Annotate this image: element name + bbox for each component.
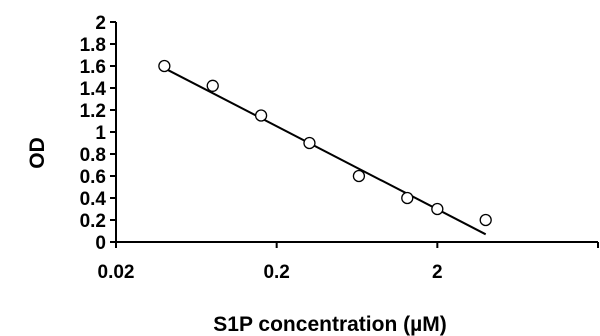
y-tick-label: 0.6 (80, 167, 106, 188)
y-tick-label: 1.6 (80, 57, 106, 78)
y-tick-label: 1 (95, 123, 106, 144)
data-point (206, 79, 219, 92)
y-tick-label: 0.8 (80, 145, 106, 166)
y-tick-label: 2 (95, 13, 106, 34)
y-tick-label: 0.4 (80, 189, 107, 210)
x-tick-label: 0.02 (98, 262, 135, 283)
x-tick-label: 2 (432, 262, 443, 283)
y-tick-label: 0 (95, 233, 106, 254)
data-point (431, 202, 444, 216)
data-point (401, 191, 414, 205)
y-axis-title: OD (26, 137, 49, 169)
data-point (254, 109, 268, 122)
y-tick-label: 1.8 (80, 35, 106, 56)
data-points (158, 59, 492, 227)
axes (115, 22, 598, 243)
y-tick-label: 0.2 (80, 211, 106, 232)
data-point (158, 59, 171, 73)
data-point (479, 213, 492, 227)
data-point (352, 169, 366, 183)
y-tick-label: 1.2 (80, 101, 106, 122)
data-point (303, 136, 316, 150)
x-tick-label: 0.2 (263, 262, 289, 283)
y-tick-label: 1.4 (80, 79, 107, 100)
x-axis-title: S1P concentration (µM) (213, 313, 446, 336)
ticks: 00.20.40.60.811.21.41.61.820.02 0.2 2 (80, 13, 599, 283)
